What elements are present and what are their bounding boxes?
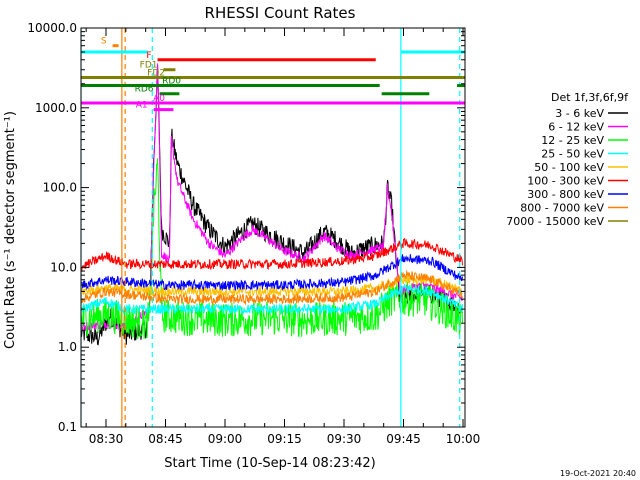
flag-label-fd2: FD2: [147, 68, 165, 78]
tick-layer: 08:30 08:45 09:00 09:15 09:30 09:45 10:00 0.1 1.…: [27, 21, 480, 446]
series-line-5: [81, 238, 463, 272]
flag-label-a1: A1: [136, 101, 148, 111]
legend-title: Det 1f,3f,6f,9f: [551, 91, 629, 104]
legend-label-2: 12 - 25 keV: [541, 134, 604, 147]
x-tick-label-4: 09:30: [327, 432, 362, 446]
x-tick-label-1: 08:45: [148, 432, 183, 446]
series-line-7: [81, 269, 463, 306]
y-tick-label-2: 10.0: [50, 260, 77, 274]
y-tick-label-3: 100.0: [43, 181, 77, 195]
plot-frame: [80, 27, 466, 428]
flag-label-s: S: [101, 37, 107, 47]
legend-label-5: 100 - 300 keV: [527, 175, 604, 188]
flag-label-rd0: RD0: [162, 77, 181, 87]
x-tick-label-0: 08:30: [89, 432, 124, 446]
y-tick-label-4: 1000.0: [35, 101, 77, 115]
y-tick-label-5: 10000.0: [27, 21, 77, 35]
legend-label-0: 3 - 6 keV: [555, 107, 604, 120]
flag-label-rd6: RD6: [135, 85, 154, 95]
x-tick-label-3: 09:15: [267, 432, 302, 446]
series-line-6: [81, 254, 463, 292]
x-tick-label-5: 09:45: [386, 432, 421, 446]
flag-label-a0: A0: [153, 94, 165, 104]
plot-content: [81, 28, 465, 427]
series-line-3: [81, 283, 463, 315]
flag-label-fd1: FD1: [140, 61, 158, 71]
chart-title: RHESSI Count Rates: [205, 4, 356, 22]
legend-label-8: 7000 - 15000 keV: [506, 215, 604, 228]
y-tick-label-1: 1.0: [58, 340, 77, 354]
legend-label-1: 6 - 12 keV: [548, 121, 604, 134]
y-axis-label: Count Rate (s⁻¹ detector segment⁻¹): [3, 111, 18, 349]
x-tick-label-2: 09:00: [208, 432, 243, 446]
legend-label-7: 800 - 7000 keV: [520, 202, 604, 215]
legend-label-4: 50 - 100 keV: [534, 161, 604, 174]
series-line-2: [81, 158, 463, 340]
x-tick-label-6: 10:00: [446, 432, 481, 446]
y-tick-label-0: 0.1: [58, 420, 77, 434]
x-axis-label: Start Time (10-Sep-14 08:23:42): [164, 456, 375, 471]
flag-label-f: F: [146, 51, 151, 61]
footer-date: 19-Oct-2021 20:40: [560, 469, 636, 478]
legend-label-3: 25 - 50 keV: [541, 148, 604, 161]
legend-label-6: 300 - 800 keV: [527, 188, 604, 201]
